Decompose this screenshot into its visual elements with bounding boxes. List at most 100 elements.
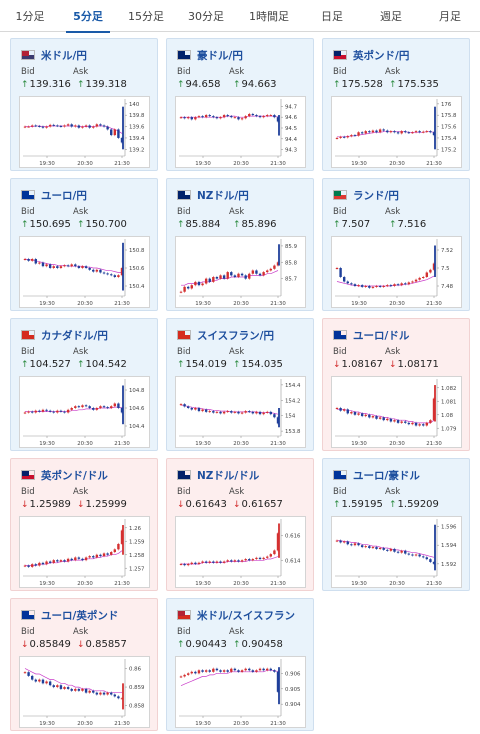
x-tick-label: 20:30	[389, 161, 405, 167]
card-title[interactable]: ランド/円	[333, 188, 399, 202]
mini-chart[interactable]: 0.86 0.859 0.858 19:30 20:30 21:30	[19, 656, 150, 728]
mini-chart[interactable]: 154.4 154.2 154 153.8 19:30 20:30 21:30	[175, 376, 306, 448]
quote-labels: Bid Ask	[21, 487, 88, 497]
mini-chart[interactable]: 0.906 0.905 0.904 19:30 20:30 21:30	[175, 656, 306, 728]
candle-body	[27, 126, 30, 128]
currency-card[interactable]: ユーロ/英ポンド Bid Ask ↓ 0.85849 ↓ 0.85857 0.8…	[10, 598, 158, 731]
ask-price: 1.59209	[397, 499, 439, 510]
tab-4[interactable]: 1時間足	[249, 10, 289, 23]
mini-chart[interactable]: 1.596 1.594 1.592 19:30 20:30 21:30	[331, 516, 462, 588]
mini-chart[interactable]: 104.8 104.6 104.4 19:30 20:30 21:30	[19, 376, 150, 448]
pair-name[interactable]: ユーロ/英ポンド	[41, 609, 119, 622]
candle-body	[84, 557, 88, 561]
mini-chart[interactable]: 1.26 1.259 1.258 1.257 19:30 20:30 21:30	[19, 516, 150, 588]
currency-card[interactable]: NZドル/円 Bid Ask ↑ 85.884 ↑ 85.896 85.9 85.…	[166, 178, 314, 311]
currency-card[interactable]: 英ポンド/円 Bid Ask ↑ 175.528 ↑ 175.535 176 17…	[322, 38, 470, 171]
candle-body	[84, 125, 88, 127]
candle-body	[102, 406, 106, 408]
pair-name[interactable]: NZドル/円	[197, 189, 249, 202]
card-title[interactable]: ユーロ/円	[21, 188, 87, 202]
currency-card[interactable]: 米ドル/スイスフラン Bid Ask ↑ 0.90443 ↑ 0.90458 0…	[166, 598, 314, 731]
up-arrow-icon: ↑	[177, 359, 185, 370]
candle-body	[350, 135, 353, 137]
x-tick-label: 21:30	[426, 441, 442, 447]
card-title[interactable]: NZドル/円	[177, 188, 249, 202]
candle-body	[190, 117, 193, 120]
candle-body	[375, 547, 378, 549]
candle-body	[255, 115, 258, 117]
ask-price: 7.516	[397, 219, 427, 230]
mini-chart[interactable]: 150.8 150.6 150.4 19:30 20:30 21:30	[19, 236, 150, 308]
pair-name[interactable]: ユーロ/ドル	[353, 329, 410, 342]
candle-body	[99, 406, 102, 408]
card-title[interactable]: ユーロ/ドル	[333, 328, 409, 342]
tab-2[interactable]: 15分足	[128, 10, 164, 23]
tab-1[interactable]: 5分足	[60, 0, 116, 33]
candle-body	[258, 557, 262, 560]
candle-body	[389, 131, 393, 133]
candle-body	[117, 696, 120, 699]
pair-name[interactable]: ランド/円	[353, 189, 399, 202]
card-title[interactable]: 米ドル/スイスフラン	[177, 608, 295, 622]
pair-name[interactable]: カナダドル/円	[41, 329, 108, 342]
currency-card[interactable]: 豪ドル/円 Bid Ask ↑ 94.658 ↑ 94.663 94.7 94.6…	[166, 38, 314, 171]
pair-name[interactable]: ユーロ/豪ドル	[353, 469, 420, 482]
candle-body	[48, 681, 52, 686]
quote-values: ↑ 94.658 ↑ 94.663	[177, 79, 281, 90]
pair-name[interactable]: スイスフラン/円	[197, 329, 275, 342]
mini-chart[interactable]: 7.52 7.5 7.48 19:30 20:30 21:30	[331, 236, 462, 308]
currency-card[interactable]: ランド/円 Bid Ask ↑ 7.507 ↑ 7.516 7.52 7.5 7.4…	[322, 178, 470, 311]
currency-card[interactable]: ユーロ/円 Bid Ask ↑ 150.695 ↑ 150.700 150.8 1…	[10, 178, 158, 311]
candle-body	[63, 125, 66, 127]
candlestick-chart: 0.906 0.905 0.904 19:30 20:30 21:30	[179, 659, 301, 727]
pair-name[interactable]: 英ポンド/ドル	[41, 469, 108, 482]
currency-card[interactable]: ユーロ/ドル Bid Ask ↓ 1.08167 ↓ 1.08171 1.082…	[322, 318, 470, 451]
tab-3[interactable]: 30分足	[188, 10, 224, 23]
ask-label: Ask	[73, 67, 89, 77]
candle-body	[183, 286, 186, 292]
mini-chart[interactable]: 85.9 85.8 85.7 19:30 20:30 21:30	[175, 236, 306, 308]
candle-body	[371, 286, 375, 288]
tab-6[interactable]: 週足	[380, 10, 402, 23]
card-title[interactable]: 英ポンド/ドル	[21, 468, 108, 482]
pair-name[interactable]: 米ドル/スイスフラン	[197, 609, 296, 622]
card-title[interactable]: 米ドル/円	[21, 48, 87, 62]
card-title[interactable]: ユーロ/豪ドル	[333, 468, 420, 482]
tab-5[interactable]: 日足	[321, 10, 343, 23]
currency-card[interactable]: カナダドル/円 Bid Ask ↑ 104.527 ↑ 104.542 104.…	[10, 318, 158, 451]
flag-icon	[177, 190, 191, 200]
card-title[interactable]: スイスフラン/円	[177, 328, 274, 342]
tab-7[interactable]: 月足	[439, 10, 461, 23]
pair-name[interactable]: NZドル/ドル	[197, 469, 260, 482]
quote-values: ↑ 175.528 ↑ 175.535	[333, 79, 443, 90]
candle-body	[222, 561, 226, 563]
moving-average-line	[25, 125, 123, 134]
card-title[interactable]: ユーロ/英ポンド	[21, 608, 118, 622]
pair-name[interactable]: 豪ドル/円	[197, 49, 243, 62]
currency-card[interactable]: 米ドル/円 Bid Ask ↑ 139.316 ↑ 139.318 140 139…	[10, 38, 158, 171]
currency-card[interactable]: スイスフラン/円 Bid Ask ↑ 154.019 ↑ 154.035 154…	[166, 318, 314, 451]
pair-name[interactable]: ユーロ/円	[41, 189, 87, 202]
card-title[interactable]: NZドル/ドル	[177, 468, 259, 482]
mini-chart[interactable]: 176 175.8 175.6 175.4 175.2 19:30 20:30 21:30	[331, 96, 462, 168]
currency-card[interactable]: 英ポンド/ドル Bid Ask ↓ 1.25989 ↓ 1.25999 1.26…	[10, 458, 158, 591]
pair-name[interactable]: 米ドル/円	[41, 49, 87, 62]
candle-body	[411, 422, 414, 425]
candle-body	[407, 553, 411, 555]
mini-chart[interactable]: 0.616 0.614 19:30 20:30 21:30	[175, 516, 306, 588]
card-title[interactable]: 英ポンド/円	[333, 48, 409, 62]
pair-name[interactable]: 英ポンド/円	[353, 49, 410, 62]
currency-card[interactable]: NZドル/ドル Bid Ask ↓ 0.61643 ↓ 0.61657 0.61…	[166, 458, 314, 591]
card-title[interactable]: カナダドル/円	[21, 328, 108, 342]
tab-0[interactable]: 1分足	[15, 10, 45, 23]
bid-price: 0.61643	[185, 499, 227, 510]
card-title[interactable]: 豪ドル/円	[177, 48, 243, 62]
mini-chart[interactable]: 140 139.8 139.6 139.4 139.2 19:30 20:30 21:30	[19, 96, 150, 168]
candle-body	[27, 672, 30, 676]
candle-body	[233, 560, 237, 562]
mini-chart[interactable]: 1.082 1.081 1.08 1.079 19:30 20:30 21:30	[331, 376, 462, 448]
currency-card[interactable]: ユーロ/豪ドル Bid Ask ↑ 1.59195 ↑ 1.59209 1.59…	[322, 458, 470, 591]
mini-chart[interactable]: 94.7 94.6 94.5 94.4 94.3 19:30 20:30 21:30	[175, 96, 306, 168]
candle-body	[266, 270, 269, 273]
candle-body	[360, 285, 364, 287]
